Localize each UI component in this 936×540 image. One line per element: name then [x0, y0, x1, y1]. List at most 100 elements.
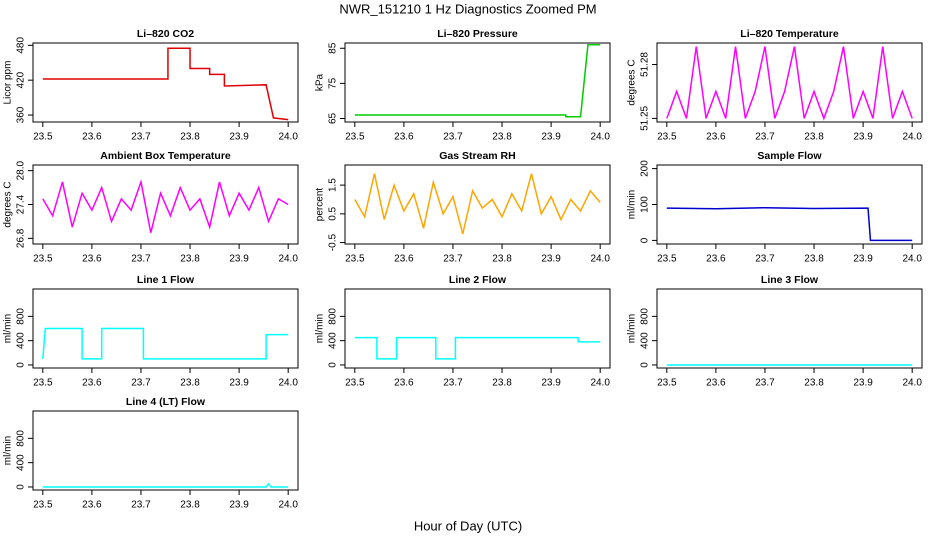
x-tick-label: 23.8 — [804, 378, 824, 389]
x-tick-label: 23.9 — [541, 254, 561, 265]
x-tick-label: 24.0 — [278, 378, 298, 389]
x-tick-label: 23.5 — [345, 254, 365, 265]
y-tick-label: 65 — [328, 112, 339, 124]
x-tick-label: 23.9 — [853, 378, 873, 389]
x-tick-label: 23.9 — [853, 254, 873, 265]
y-tick-label: 26.8 — [16, 228, 27, 248]
plot-frame — [344, 164, 611, 245]
plot-frame — [344, 42, 611, 123]
x-tick-label: 23.8 — [804, 132, 824, 143]
data-line — [354, 44, 601, 118]
y-tick-label: 400 — [328, 332, 339, 349]
data-line — [666, 46, 913, 121]
data-line — [354, 173, 601, 235]
x-tick-label: 23.6 — [394, 254, 414, 265]
x-tick-label: 23.5 — [345, 132, 365, 143]
x-tick-label: 23.6 — [82, 500, 102, 511]
x-tick-label: 23.6 — [394, 132, 414, 143]
x-tick-label: 23.8 — [804, 254, 824, 265]
x-tick-label: 23.8 — [180, 254, 200, 265]
y-tick-label: 0 — [640, 362, 651, 368]
y-axis-label: degrees C — [627, 59, 638, 105]
plot-frame — [656, 164, 923, 245]
y-axis-label: Licor ppm — [3, 61, 14, 105]
x-tick-label: 23.6 — [706, 254, 726, 265]
y-axis-label: kPa — [315, 73, 326, 91]
x-tick-label: 24.0 — [278, 254, 298, 265]
y-tick-label: 200 — [640, 160, 651, 177]
y-tick-label: 28.0 — [16, 160, 27, 180]
y-tick-label: 0 — [328, 362, 339, 368]
x-tick-label: 23.5 — [345, 378, 365, 389]
x-tick-label: 24.0 — [590, 378, 610, 389]
x-tick-label: 23.6 — [82, 254, 102, 265]
x-tick-label: 23.7 — [131, 254, 151, 265]
y-tick-label: 480 — [16, 37, 27, 54]
panel-title: Line 1 Flow — [137, 274, 195, 286]
x-tick-label: 24.0 — [902, 254, 922, 265]
y-tick-label: 360 — [16, 106, 27, 123]
x-tick-label: 23.7 — [443, 132, 463, 143]
x-tick-label: 23.6 — [706, 378, 726, 389]
x-tick-label: 23.7 — [131, 378, 151, 389]
x-tick-label: 23.9 — [229, 132, 249, 143]
x-tick-label: 23.6 — [82, 378, 102, 389]
y-tick-label: 85 — [328, 42, 339, 54]
y-tick-label: 0 — [16, 484, 27, 490]
panel-title: Line 2 Flow — [449, 274, 507, 286]
x-tick-label: 23.7 — [131, 132, 151, 143]
data-line — [666, 206, 913, 242]
panel-title: Li–820 CO2 — [137, 28, 194, 40]
panel-title: Sample Flow — [757, 150, 822, 162]
x-tick-label: 23.5 — [657, 254, 677, 265]
x-tick-label: 23.6 — [394, 378, 414, 389]
x-tick-label: 23.7 — [755, 132, 775, 143]
y-tick-label: 100 — [640, 196, 651, 213]
x-tick-label: 23.7 — [755, 254, 775, 265]
panel-title: Line 4 (LT) Flow — [126, 396, 206, 408]
panel-title: Li–820 Temperature — [740, 28, 839, 40]
panel-title: Line 3 Flow — [761, 274, 819, 286]
y-tick-label: 400 — [16, 332, 27, 349]
plot-frame — [32, 42, 299, 123]
y-axis-label: degrees C — [3, 181, 14, 227]
x-tick-label: 23.6 — [706, 132, 726, 143]
x-tick-label: 23.8 — [492, 378, 512, 389]
plot-frame — [32, 410, 299, 491]
y-tick-label: 51.28 — [640, 52, 651, 77]
x-tick-label: 23.7 — [443, 254, 463, 265]
y-tick-label: -0.5 — [328, 234, 339, 252]
x-tick-label: 23.7 — [755, 378, 775, 389]
x-tick-label: 23.8 — [180, 378, 200, 389]
panel-title: Gas Stream RH — [439, 150, 515, 162]
y-axis-label: ml/min — [3, 436, 14, 465]
y-tick-label: 400 — [640, 332, 651, 349]
data-line — [42, 482, 289, 488]
plot-frame — [656, 42, 923, 123]
super-title: NWR_151210 1 Hz Diagnostics Zoomed PM — [339, 1, 596, 16]
y-tick-label: 420 — [16, 71, 27, 88]
x-tick-label: 23.5 — [657, 132, 677, 143]
data-line — [354, 336, 601, 360]
x-tick-label: 23.6 — [82, 132, 102, 143]
y-axis-label: ml/min — [3, 314, 14, 343]
x-tick-label: 23.7 — [131, 500, 151, 511]
y-axis-label: ml/min — [627, 314, 638, 343]
y-tick-label: 800 — [16, 308, 27, 325]
panel-title: Li–820 Pressure — [437, 28, 518, 40]
y-axis-label: ml/min — [627, 190, 638, 219]
y-axis-label: percent — [315, 188, 326, 222]
y-tick-label: 800 — [640, 308, 651, 325]
y-axis-label: ml/min — [315, 314, 326, 343]
x-tick-label: 23.9 — [541, 378, 561, 389]
x-tick-label: 23.5 — [33, 254, 53, 265]
y-tick-label: 51.25 — [640, 105, 651, 130]
y-tick-label: 800 — [328, 308, 339, 325]
y-tick-label: 0 — [640, 237, 651, 243]
x-tick-label: 23.9 — [229, 254, 249, 265]
x-tick-label: 23.5 — [33, 378, 53, 389]
plot-frame — [344, 288, 611, 369]
panel-title: Ambient Box Temperature — [100, 150, 231, 162]
x-tick-label: 24.0 — [590, 132, 610, 143]
